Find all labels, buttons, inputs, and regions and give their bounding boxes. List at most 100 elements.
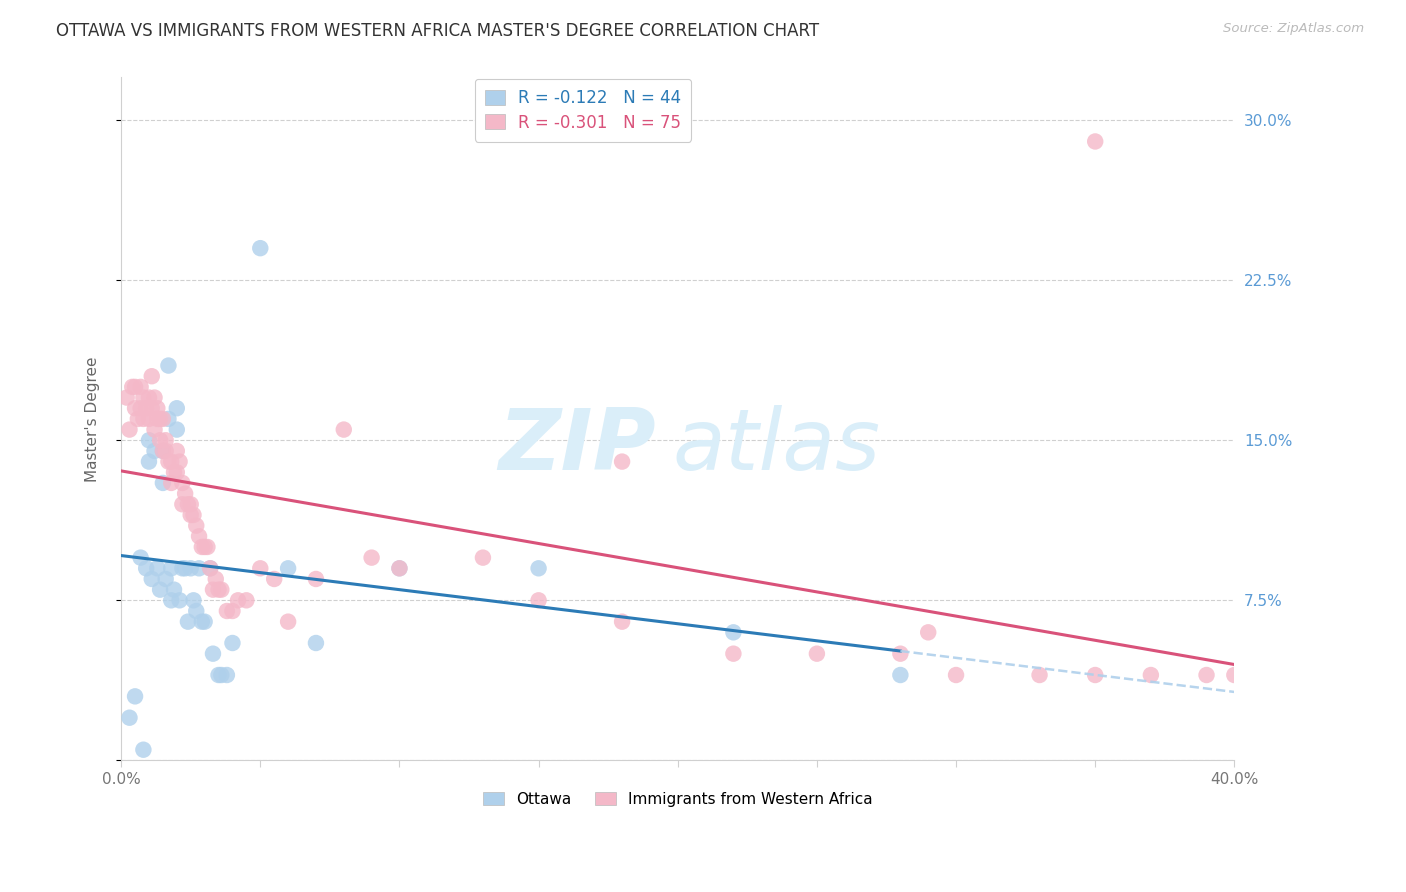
- Point: [333, 423, 356, 437]
- Point: [174, 561, 197, 575]
- Point: [155, 572, 177, 586]
- Point: [127, 412, 149, 426]
- Point: [188, 529, 211, 543]
- Point: [249, 241, 271, 255]
- Point: [209, 582, 232, 597]
- Point: [277, 561, 299, 575]
- Point: [169, 593, 191, 607]
- Point: [1223, 668, 1246, 682]
- Y-axis label: Master's Degree: Master's Degree: [86, 356, 100, 482]
- Point: [180, 508, 202, 522]
- Point: [180, 561, 202, 575]
- Point: [610, 615, 633, 629]
- Point: [166, 444, 188, 458]
- Point: [1028, 668, 1050, 682]
- Point: [169, 454, 191, 468]
- Point: [186, 604, 208, 618]
- Point: [201, 647, 224, 661]
- Point: [155, 434, 177, 448]
- Point: [388, 561, 411, 575]
- Point: [141, 369, 163, 384]
- Point: [160, 561, 183, 575]
- Point: [143, 391, 166, 405]
- Point: [143, 423, 166, 437]
- Point: [183, 593, 205, 607]
- Point: [226, 593, 249, 607]
- Point: [1195, 668, 1218, 682]
- Point: [207, 668, 229, 682]
- Point: [163, 582, 186, 597]
- Point: [198, 561, 221, 575]
- Point: [129, 550, 152, 565]
- Point: [204, 572, 226, 586]
- Point: [152, 475, 174, 490]
- Text: OTTAWA VS IMMIGRANTS FROM WESTERN AFRICA MASTER'S DEGREE CORRELATION CHART: OTTAWA VS IMMIGRANTS FROM WESTERN AFRICA…: [56, 22, 820, 40]
- Point: [197, 540, 219, 554]
- Point: [166, 465, 188, 479]
- Point: [471, 550, 494, 565]
- Point: [132, 742, 155, 756]
- Point: [132, 391, 155, 405]
- Point: [157, 454, 180, 468]
- Point: [806, 647, 828, 661]
- Point: [146, 412, 169, 426]
- Point: [149, 412, 172, 426]
- Point: [183, 508, 205, 522]
- Point: [129, 401, 152, 416]
- Point: [124, 401, 146, 416]
- Point: [160, 454, 183, 468]
- Point: [889, 668, 911, 682]
- Point: [194, 540, 217, 554]
- Point: [201, 582, 224, 597]
- Point: [160, 593, 183, 607]
- Point: [215, 604, 238, 618]
- Point: [152, 444, 174, 458]
- Point: [138, 454, 160, 468]
- Point: [527, 593, 550, 607]
- Point: [207, 582, 229, 597]
- Point: [194, 615, 217, 629]
- Point: [146, 561, 169, 575]
- Point: [215, 668, 238, 682]
- Point: [166, 401, 188, 416]
- Point: [1140, 668, 1163, 682]
- Point: [118, 423, 141, 437]
- Point: [945, 668, 967, 682]
- Point: [163, 465, 186, 479]
- Point: [723, 647, 745, 661]
- Point: [124, 690, 146, 704]
- Point: [917, 625, 939, 640]
- Point: [129, 380, 152, 394]
- Point: [157, 412, 180, 426]
- Point: [141, 401, 163, 416]
- Point: [388, 561, 411, 575]
- Point: [160, 475, 183, 490]
- Point: [146, 401, 169, 416]
- Point: [277, 615, 299, 629]
- Point: [305, 636, 328, 650]
- Point: [118, 711, 141, 725]
- Point: [191, 540, 214, 554]
- Point: [157, 359, 180, 373]
- Point: [889, 647, 911, 661]
- Point: [138, 412, 160, 426]
- Point: [191, 615, 214, 629]
- Point: [1084, 135, 1107, 149]
- Point: [263, 572, 285, 586]
- Point: [135, 561, 157, 575]
- Point: [132, 412, 155, 426]
- Point: [198, 561, 221, 575]
- Point: [121, 380, 143, 394]
- Point: [186, 518, 208, 533]
- Point: [188, 561, 211, 575]
- Point: [174, 486, 197, 500]
- Point: [177, 615, 200, 629]
- Point: [172, 561, 194, 575]
- Point: [138, 391, 160, 405]
- Point: [1084, 668, 1107, 682]
- Text: atlas: atlas: [672, 405, 880, 488]
- Point: [209, 668, 232, 682]
- Point: [166, 423, 188, 437]
- Point: [172, 475, 194, 490]
- Point: [235, 593, 257, 607]
